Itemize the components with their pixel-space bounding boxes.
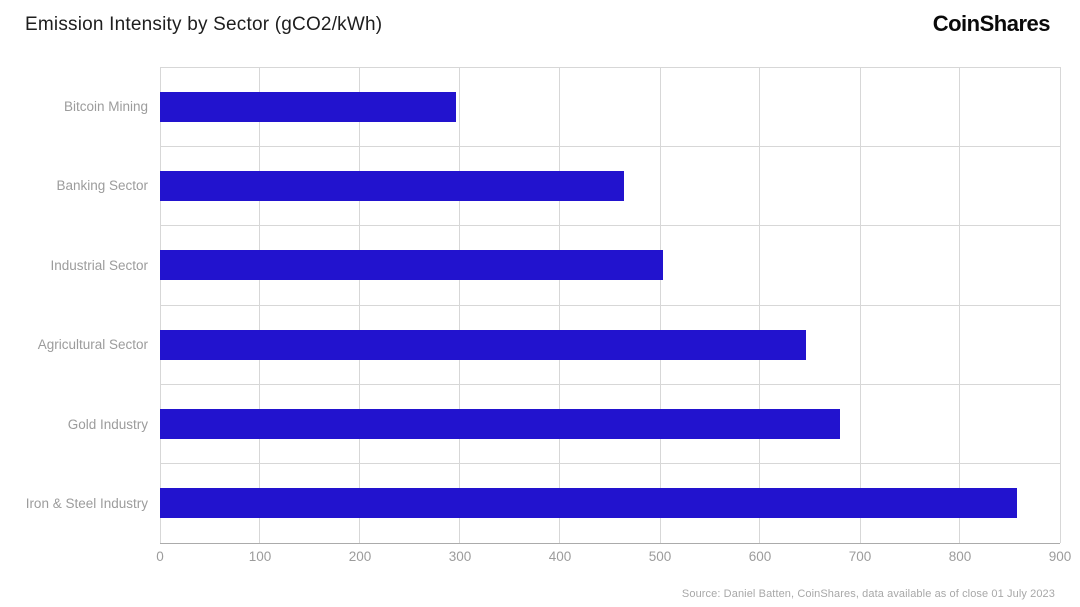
coinshares-logo: CoinShares	[932, 11, 1051, 36]
bar-banking-sector	[160, 171, 624, 201]
gridline-vertical	[1059, 67, 1061, 543]
x-tick-label: 200	[348, 549, 372, 564]
gridline-horizontal	[160, 145, 1060, 147]
category-label: Industrial Sector	[50, 257, 148, 273]
chart-title: Emission Intensity by Sector (gCO2/kWh)	[25, 14, 383, 35]
x-tick-label: 600	[748, 549, 772, 564]
gridline-horizontal	[160, 463, 1060, 465]
category-label: Agricultural Sector	[37, 337, 148, 353]
category-labels: Bitcoin Mining Banking Sector Industrial S…	[0, 67, 148, 544]
x-tick-label: 400	[548, 549, 572, 564]
category-label: Iron & Steel Industry	[25, 496, 148, 512]
category-label: Bitcoin Mining	[63, 98, 148, 114]
gridline-horizontal	[160, 225, 1060, 227]
x-axis-labels: 0 100 200 300 400 500 600 700 800 900	[156, 549, 1071, 569]
bar-bitcoin-mining	[160, 91, 456, 122]
bar-industrial-sector	[160, 250, 663, 281]
gridline-horizontal	[160, 66, 1060, 68]
bar-iron-steel-industry	[160, 488, 1017, 519]
bar-gold-industry	[160, 409, 840, 439]
bar-agricultural-sector	[160, 329, 806, 360]
x-tick-label: 900	[1048, 549, 1072, 564]
x-tick-label: 800	[948, 549, 972, 564]
x-tick-label: 500	[648, 549, 672, 564]
gridline-horizontal	[160, 383, 1060, 385]
category-label: Banking Sector	[56, 178, 148, 194]
x-tick-label: 0	[156, 549, 164, 564]
plot-area	[159, 66, 1061, 544]
x-tick-label: 700	[848, 549, 872, 564]
gridline-horizontal	[160, 304, 1060, 306]
category-label: Gold Industry	[67, 416, 148, 432]
source-note: Source: Daniel Batten, CoinShares, data …	[681, 588, 1055, 600]
x-tick-label: 100	[248, 549, 272, 564]
x-tick-label: 300	[448, 549, 472, 564]
